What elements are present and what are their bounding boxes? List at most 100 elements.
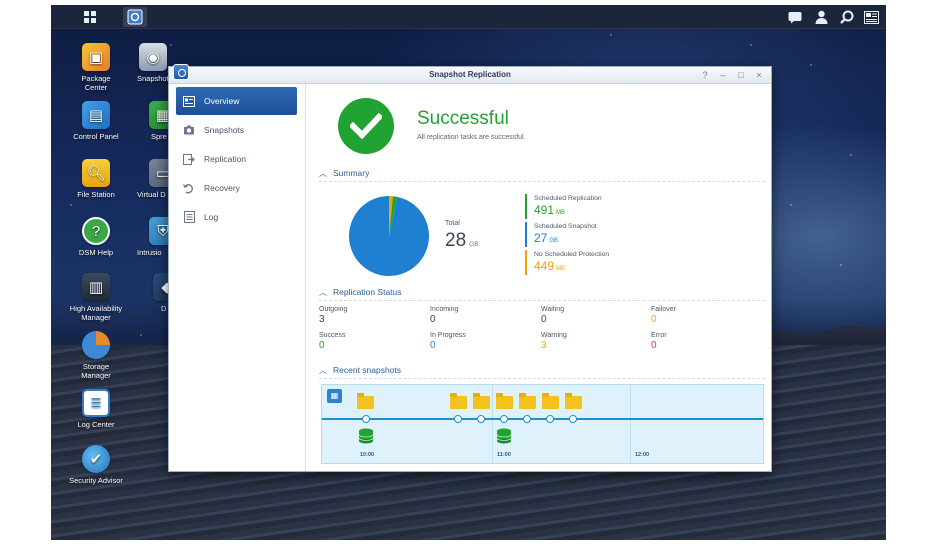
- snapshot-folder-icon[interactable]: [357, 393, 374, 409]
- total-number: 28: [445, 230, 467, 251]
- section-title: Recent snapshots: [333, 365, 402, 375]
- status-label: Success: [319, 332, 346, 339]
- desktop-icon-label: High Availability Manager: [69, 304, 123, 322]
- snapshot-folder-icon[interactable]: [450, 393, 467, 409]
- maximize-button[interactable]: □: [738, 70, 744, 80]
- timeline-node[interactable]: [362, 415, 370, 423]
- search-icon[interactable]: [836, 7, 858, 27]
- desktop-icon-virtual-drive[interactable]: ▭ Virtual D: [137, 159, 171, 199]
- replication-database-icon[interactable]: [496, 428, 512, 444]
- snapshot-icon: ◉: [139, 43, 167, 71]
- timeline-time-label: 10:00: [360, 452, 375, 458]
- timeline-hour-divider: [630, 385, 631, 463]
- status-value: 0: [430, 340, 436, 351]
- sidebar-item-snapshots[interactable]: Snapshots: [176, 116, 297, 144]
- legend-name: Scheduled Snapshot: [534, 223, 597, 230]
- calendar-icon[interactable]: ▦: [327, 389, 342, 403]
- snapshot-replication-window: Snapshot Replication ? – □ × Overview Sn…: [168, 64, 772, 472]
- legend-number: 27: [534, 231, 548, 245]
- sidebar-item-label: Log: [204, 212, 219, 222]
- desktop-icon-intrusion[interactable]: ⛨ Intrusio: [137, 217, 171, 257]
- desktop-icon-label: Snapshot: [137, 74, 169, 83]
- desktop-icon-file-station[interactable]: 🔍︎ File Station: [61, 159, 131, 199]
- chevron-up-icon: ︿: [319, 366, 327, 375]
- close-button[interactable]: ×: [756, 70, 762, 80]
- section-title: Summary: [333, 168, 370, 178]
- total-value: 28 GB: [445, 230, 479, 252]
- legend-name: No Scheduled Protection: [534, 251, 610, 258]
- legend-number: 491: [534, 203, 555, 217]
- chat-icon[interactable]: [784, 7, 806, 27]
- timeline-node[interactable]: [569, 415, 577, 423]
- timeline-time-label: 12:00: [635, 452, 650, 458]
- status-title: Successful: [417, 108, 509, 129]
- sidebar-item-recovery[interactable]: Recovery: [176, 174, 297, 202]
- desktop-icon-dsm-help[interactable]: ? DSM Help: [61, 217, 131, 257]
- help-button[interactable]: ?: [702, 70, 708, 80]
- desktop-icon-control-panel[interactable]: ▤ Control Panel: [61, 101, 131, 141]
- desktop-icon-label: File Station: [77, 190, 115, 199]
- desktop-icon-label: Spre: [151, 132, 167, 141]
- sidebar-item-log[interactable]: Log: [176, 203, 297, 231]
- desktop-icon-package-center[interactable]: ▣ Package Center: [61, 43, 131, 92]
- help-icon: ?: [82, 217, 110, 245]
- shield-icon: ⛨: [149, 217, 171, 245]
- sidebar-item-label: Snapshots: [204, 125, 245, 135]
- desktop-icon-label: Log Center: [77, 420, 115, 429]
- control-panel-icon: ▤: [82, 101, 110, 129]
- snapshot-folder-icon[interactable]: [519, 393, 536, 409]
- snapshot-replication-taskbar-icon[interactable]: [123, 7, 147, 27]
- status-label: Error: [651, 332, 667, 339]
- widgets-icon[interactable]: [860, 7, 882, 27]
- snapshot-folder-icon[interactable]: [542, 393, 559, 409]
- pie-slice-no-scheduled-protection: [389, 196, 393, 236]
- status-label: In Progress: [430, 332, 466, 339]
- desktop-icon-snapshot[interactable]: ◉ Snapshot: [137, 43, 171, 83]
- legend-scheduled-replication: Scheduled Replication 491 MB: [525, 194, 645, 219]
- window-titlebar[interactable]: Snapshot Replication ? – □ ×: [169, 64, 771, 84]
- timeline-node[interactable]: [500, 415, 508, 423]
- desktop-icon-log-center[interactable]: ☰ Log Center: [61, 389, 131, 429]
- snapshot-folder-icon[interactable]: [496, 393, 513, 409]
- status-error: Error 0: [651, 332, 756, 351]
- snapshot-timeline[interactable]: ▦ 10:00 11:00: [321, 384, 764, 464]
- timeline-node[interactable]: [477, 415, 485, 423]
- desktop-icon-storage-manager[interactable]: Storage Manager: [61, 331, 131, 380]
- storage-icon: [82, 331, 110, 359]
- replication-database-icon[interactable]: [358, 428, 374, 444]
- replication-icon: [182, 152, 196, 166]
- status-label: Warning: [541, 332, 567, 339]
- sidebar-item-replication[interactable]: Replication: [176, 145, 297, 173]
- package-icon: ▣: [82, 43, 110, 71]
- chevron-up-icon: ︿: [319, 288, 327, 297]
- timeline-node[interactable]: [523, 415, 531, 423]
- taskbar: [51, 5, 886, 29]
- desktop-icon-label: Control Panel: [73, 132, 119, 141]
- user-icon[interactable]: [810, 7, 832, 27]
- server-icon: ▥: [82, 273, 110, 301]
- desktop-icon-security-advisor[interactable]: ✔ Security Advisor: [61, 445, 131, 485]
- main-menu-icon[interactable]: [79, 7, 101, 27]
- timeline-node[interactable]: [546, 415, 554, 423]
- legend-name: Scheduled Replication: [534, 195, 602, 202]
- legend-value: 491 MB: [534, 203, 645, 221]
- minimize-button[interactable]: –: [720, 70, 726, 80]
- desktop-icon-high-availability[interactable]: ▥ High Availability Manager: [61, 273, 131, 322]
- desktop-icon-label: Intrusio: [137, 248, 162, 257]
- desktop-icon-d[interactable]: ◆ D: [137, 273, 171, 313]
- snapshot-folder-icon[interactable]: [565, 393, 582, 409]
- timeline-axis: [322, 418, 763, 420]
- recent-snapshots-section-header[interactable]: ︿ Recent snapshots: [319, 365, 765, 379]
- window-title: Snapshot Replication: [429, 70, 511, 79]
- snapshot-folder-icon[interactable]: [473, 393, 490, 409]
- status-value: 0: [651, 314, 657, 325]
- replication-status-section-header[interactable]: ︿ Replication Status: [319, 287, 765, 301]
- desktop-icon-spreadsheet[interactable]: ▦ Spre: [137, 101, 171, 141]
- total-label: Total: [445, 220, 460, 227]
- legend-value: 449 MB: [534, 259, 645, 277]
- summary-section-header[interactable]: ︿ Summary: [319, 168, 765, 182]
- sidebar-item-overview[interactable]: Overview: [176, 87, 297, 115]
- timeline-node[interactable]: [454, 415, 462, 423]
- camera-icon: [182, 123, 196, 137]
- storage-pie-chart: [347, 194, 431, 278]
